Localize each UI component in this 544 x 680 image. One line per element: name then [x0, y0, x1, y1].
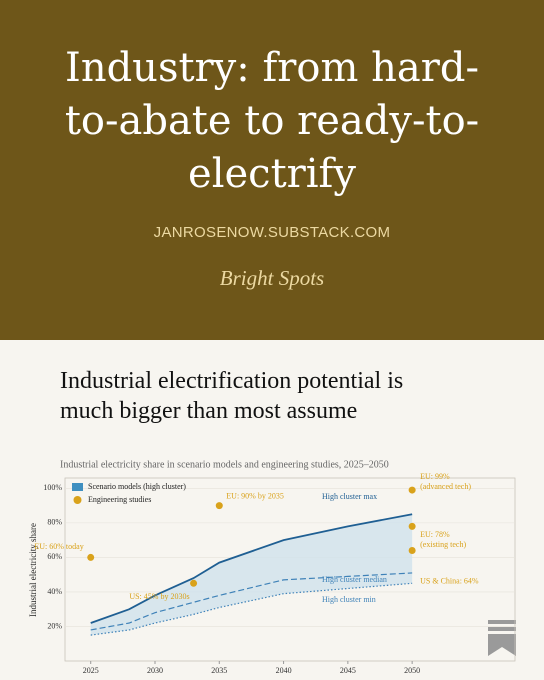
study-note: (advanced tech)	[420, 482, 471, 491]
y-tick-label: 100%	[43, 483, 62, 492]
y-tick-label: 40%	[47, 587, 62, 596]
x-tick-label: 2025	[83, 666, 99, 675]
x-tick-label: 2050	[404, 666, 420, 675]
section-name[interactable]: Bright Spots	[219, 266, 325, 290]
x-tick-label: 2035	[211, 666, 227, 675]
study-note: (existing tech)	[420, 540, 466, 549]
legend-swatch	[72, 483, 83, 491]
plot-area	[64, 477, 516, 662]
study-label: EU: 78%	[420, 530, 450, 539]
y-tick-label: 60%	[47, 552, 62, 561]
bookmark-icon[interactable]	[488, 620, 516, 656]
study-point	[408, 547, 416, 555]
title-card: Industry: from hard-to-abate to ready-to…	[0, 0, 544, 340]
y-tick-label: 80%	[47, 518, 62, 527]
chart-title: Industrial electricity share in scenario…	[60, 459, 389, 470]
study-point	[215, 502, 223, 510]
study-label: EU: 99%	[420, 472, 450, 481]
x-tick-label: 2030	[147, 666, 163, 675]
legend-label: Scenario models (high cluster)	[88, 482, 186, 491]
site-name[interactable]: JANROSENOW.SUBSTACK.COM	[153, 224, 391, 241]
series-label: High cluster max	[322, 492, 377, 501]
y-axis-label: Industrial electricity share	[28, 523, 38, 617]
study-point	[87, 553, 95, 561]
study-point	[408, 522, 416, 530]
x-tick-label: 2040	[276, 666, 292, 675]
study-label: US & China: 64%	[420, 576, 479, 585]
series-line	[90, 513, 413, 624]
y-tick-label: 20%	[47, 621, 62, 630]
study-point	[190, 579, 198, 587]
range-band	[90, 514, 413, 636]
series-label: High cluster median	[322, 575, 387, 584]
legend-label: Engineering studies	[88, 495, 151, 504]
series-label: High cluster min	[322, 595, 376, 604]
x-tick-label: 2045	[340, 666, 356, 675]
heading: Industrial electrification potential is …	[60, 368, 404, 424]
series-line	[90, 572, 413, 631]
legend-swatch	[73, 496, 82, 504]
study-point	[408, 486, 416, 494]
post-title: Industry: from hard-to-abate to ready-to…	[64, 45, 480, 197]
series-line	[90, 582, 413, 636]
study-label: EU: 90% by 2035	[226, 491, 284, 500]
study-label: US: 45% by 2030s	[129, 592, 189, 601]
study-label: EU: 60% today	[34, 542, 83, 551]
